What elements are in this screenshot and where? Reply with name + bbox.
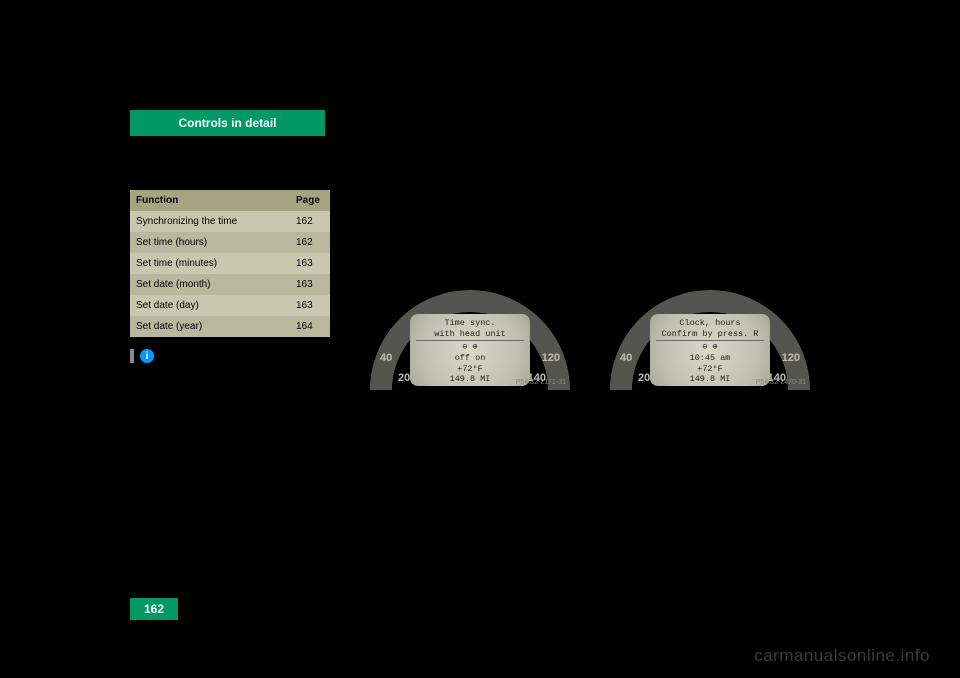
tick-20: 20 bbox=[398, 370, 410, 387]
gauge-time-sync: 40 20 120 140 Time sync. with head unit … bbox=[370, 290, 570, 390]
lcd-readout2: 149.8 MI bbox=[410, 374, 530, 385]
table-row: Set date (year)164 bbox=[130, 316, 330, 337]
lcd-readout2: 149.8 MI bbox=[650, 374, 770, 385]
lcd-line2: with head unit bbox=[410, 329, 530, 340]
column-2: 40 20 120 140 Time sync. with head unit … bbox=[370, 140, 590, 402]
lcd-divider bbox=[416, 340, 524, 341]
table-row: Set date (month)163 bbox=[130, 274, 330, 295]
gauge-clock-hours: 40 20 120 140 Clock, hours Confirm by pr… bbox=[610, 290, 810, 390]
tick-40: 40 bbox=[380, 350, 392, 367]
tick-120: 120 bbox=[782, 350, 800, 367]
column-3: 40 20 120 140 Clock, hours Confirm by pr… bbox=[610, 140, 830, 402]
function-table: Function Page Synchronizing the time162 … bbox=[130, 190, 330, 337]
column-1: Function Page Synchronizing the time162 … bbox=[130, 140, 350, 402]
section-title: Controls in detail bbox=[178, 115, 276, 132]
tick-20: 20 bbox=[638, 370, 650, 387]
lcd-display: Clock, hours Confirm by press. R ⊖ ⊕ 10:… bbox=[650, 314, 770, 386]
lcd-line1: Clock, hours bbox=[650, 318, 770, 329]
info-icon: i bbox=[140, 349, 154, 363]
lcd-controls2: off on bbox=[410, 353, 530, 364]
gauge-label: P54.32-2171-31 bbox=[516, 378, 566, 389]
lcd-line2: Confirm by press. R bbox=[650, 329, 770, 340]
lcd-controls2: 10:45 am bbox=[650, 353, 770, 364]
table-row: Set date (day)163 bbox=[130, 295, 330, 316]
table-row: Synchronizing the time162 bbox=[130, 211, 330, 232]
tick-120: 120 bbox=[542, 350, 560, 367]
page-number: 162 bbox=[130, 598, 178, 620]
lcd-line1: Time sync. bbox=[410, 318, 530, 329]
lcd-divider bbox=[656, 340, 764, 341]
section-header: Controls in detail bbox=[130, 110, 325, 136]
table-row: Set time (minutes)163 bbox=[130, 253, 330, 274]
gauge-label: P54.32-2470-31 bbox=[756, 378, 806, 389]
table-row: Set time (hours)162 bbox=[130, 232, 330, 253]
tick-40: 40 bbox=[620, 350, 632, 367]
watermark: carmanualsonline.info bbox=[754, 646, 930, 666]
lcd-readout1: +72°F bbox=[650, 364, 770, 375]
lcd-display: Time sync. with head unit ⊖ ⊕ off on +72… bbox=[410, 314, 530, 386]
lcd-controls: ⊖ ⊕ bbox=[410, 342, 530, 353]
lcd-readout1: +72°F bbox=[410, 364, 530, 375]
manual-page: Controls in detail Function Page Synchro… bbox=[130, 60, 830, 620]
page-number-text: 162 bbox=[144, 601, 164, 618]
th-page: Page bbox=[290, 190, 330, 211]
th-function: Function bbox=[130, 190, 290, 211]
info-note: i bbox=[130, 349, 350, 363]
lcd-controls: ⊖ ⊕ bbox=[650, 342, 770, 353]
content-columns: Function Page Synchronizing the time162 … bbox=[130, 140, 830, 402]
